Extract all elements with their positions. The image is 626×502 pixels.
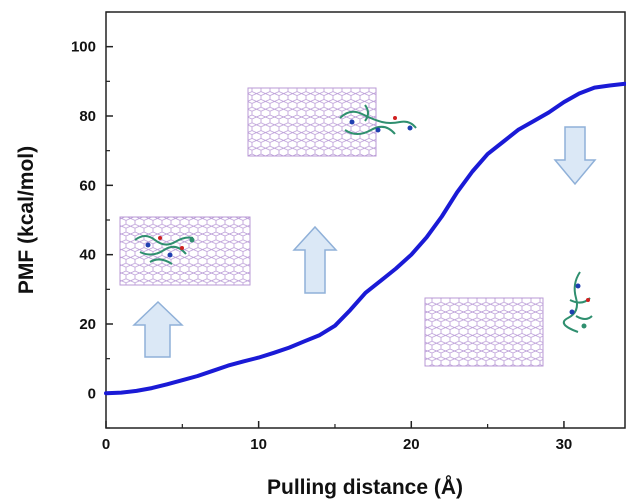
x-tick-label: 0 — [102, 436, 110, 453]
peptide-right-molecule — [562, 271, 593, 333]
y-tick-label: 20 — [79, 316, 96, 333]
up-arrow-middle — [292, 225, 338, 294]
x-tick-label: 20 — [403, 436, 420, 453]
x-axis-label: Pulling distance (Å) — [267, 475, 463, 499]
nanotube-top — [247, 87, 377, 157]
x-axis: 0 10 20 30 — [102, 421, 572, 453]
down-arrow-right — [553, 126, 597, 186]
y-tick-label: 80 — [79, 108, 96, 125]
y-axis-label: PMF (kcal/mol) — [15, 146, 38, 294]
pmf-curve — [104, 81, 626, 396]
y-tick-label: 60 — [79, 177, 96, 194]
nanotube-right — [424, 297, 544, 367]
y-tick-label: 40 — [79, 247, 96, 264]
up-arrow-left — [132, 300, 184, 358]
y-tick-label: 0 — [88, 385, 96, 402]
y-tick-label: 100 — [71, 39, 96, 56]
peptide-top-molecule — [339, 104, 417, 135]
peptide-left-molecule — [134, 235, 195, 265]
x-tick-label: 30 — [556, 436, 573, 453]
x-tick-label: 10 — [250, 436, 267, 453]
arrows — [132, 126, 597, 358]
nanotube-insets — [119, 87, 593, 367]
nanotube-left — [119, 216, 251, 286]
